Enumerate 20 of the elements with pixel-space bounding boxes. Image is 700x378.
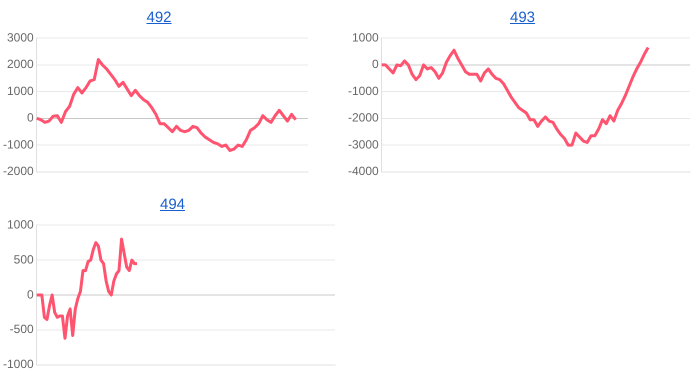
chart-title: 494 [158,195,186,215]
y-tick-label: -1000 [2,137,34,152]
y-tick-label: 0 [372,57,380,72]
y-tick-label: -500 [10,322,34,336]
chart-title: 493 [508,8,536,28]
y-tick-label: -4000 [348,164,380,178]
y-tick-label: 500 [14,252,34,266]
y-tick-label: -1000 [2,357,34,372]
chart-title: 492 [145,8,173,28]
y-tick-label: 1000 [6,84,34,98]
y-tick-label: -1000 [348,84,380,98]
y-tick-label: -2000 [348,110,380,125]
y-tick-label: 1000 [352,30,380,45]
y-tick-label: -3000 [348,137,380,152]
y-tick-label: 0 [27,287,34,302]
y-tick-label: 1000 [6,218,34,232]
y-tick-label: 0 [27,110,34,125]
y-tick-label: -2000 [2,164,34,178]
y-tick-label: 2000 [6,57,34,72]
y-tick-label: 3000 [6,30,34,45]
